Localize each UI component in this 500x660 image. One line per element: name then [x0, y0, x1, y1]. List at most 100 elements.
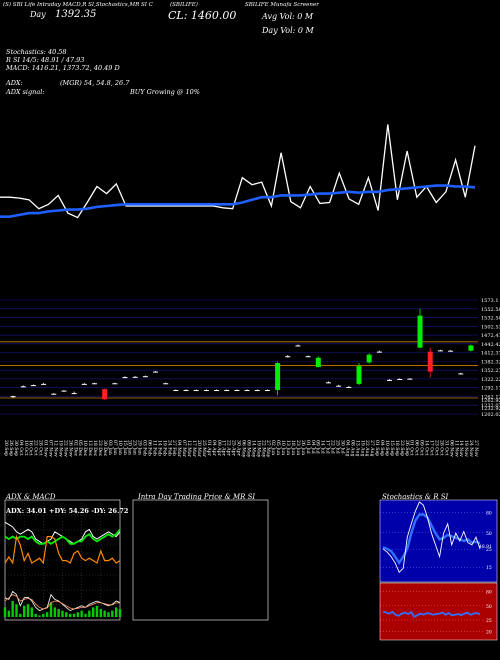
rsi-tick-label: 80 — [486, 510, 492, 516]
x-axis-date-label: 08 Aug — [349, 440, 355, 457]
overview-price-line — [0, 124, 476, 219]
x-axis-date-label: 22 Nov — [62, 440, 68, 457]
x-axis-date-label: 15 Jan — [122, 440, 128, 455]
candle-body — [173, 390, 179, 392]
x-axis-date-label: 14 May — [250, 440, 256, 458]
x-axis-date-label: 10 Oct — [23, 440, 29, 456]
rsi-line — [382, 513, 481, 565]
x-axis-date-label: 19 May — [255, 440, 261, 458]
rsi-tick-label: 50 — [486, 531, 492, 537]
candle-body — [407, 378, 413, 380]
adx-signal-value: BUY Growing @ 10% — [130, 88, 200, 96]
candle-body — [356, 366, 362, 384]
x-axis-date-label: 22 Aug — [364, 440, 370, 457]
x-axis-date-label: 26 Jun — [300, 440, 306, 455]
adx-label: ADX: — [6, 79, 23, 87]
rsi-last-label: 48.91 — [479, 544, 492, 550]
price-scale-label: 1532.58 — [481, 316, 500, 322]
candle-body — [366, 354, 372, 363]
intraday-frame — [132, 499, 269, 621]
x-axis-date-label: 13 Dec — [87, 440, 93, 457]
title-left: (S) SBI Life Intraday MACD,R SI,Stochast… — [3, 2, 153, 8]
x-axis-date-label: 24 Nov — [468, 440, 474, 457]
candle-body — [468, 345, 474, 351]
x-axis-date-label: 18 Sep — [394, 440, 400, 456]
candle-body — [315, 357, 321, 367]
macd-histogram-bar — [76, 612, 80, 617]
macd-histogram-bar — [42, 613, 45, 617]
candle-body — [102, 389, 108, 400]
candle-body — [10, 396, 16, 398]
x-axis-date-label: 22 Apr — [226, 440, 232, 457]
x-axis-date-label: 22 Jul — [330, 440, 336, 454]
macd-histogram-bar — [49, 602, 53, 617]
x-axis-date-label: 17 Mar — [191, 440, 197, 458]
macd-histogram-bar — [68, 613, 72, 617]
candle-body — [346, 386, 352, 388]
x-axis-date-label: 02 Dec — [72, 440, 78, 457]
candle-body — [153, 371, 159, 373]
stoch-info: Stochastics: 40.58 — [6, 48, 67, 56]
price-scale-label: 1552.58 — [481, 307, 500, 313]
x-axis-date-label: 01 Oct — [409, 440, 415, 456]
price-scale-label: 1202.02 — [481, 412, 500, 418]
macd-histogram-bar — [30, 607, 34, 617]
x-axis-date-label: 30 Jul — [340, 440, 346, 454]
candle-body — [203, 390, 209, 392]
x-axis-date-label: 30 Sep — [13, 440, 19, 456]
x-axis-date-label: 18 Dec — [92, 440, 98, 457]
title-right: SBILIFE Munafa Screener — [245, 2, 319, 8]
x-axis-date-label: 14 Feb — [156, 440, 162, 456]
x-axis-date-label: 10 Dec — [82, 440, 88, 457]
x-axis-date-label: 28 Oct — [38, 440, 44, 456]
x-axis-date-label: 09 May — [245, 440, 251, 458]
x-axis-date-label: 05 Dec — [77, 440, 83, 457]
x-axis-date-label: 03 Feb — [142, 440, 148, 456]
x-axis-date-label: 07 Nov — [48, 440, 54, 457]
candle-body — [305, 356, 311, 358]
macd-histogram-bar — [65, 612, 68, 617]
candle-body — [142, 376, 148, 378]
minus-di-line — [4, 534, 121, 565]
x-axis-date-label: 20 Jan — [127, 440, 133, 455]
macd-info: MACD: 1416.21, 1373.72, 40.49 D — [6, 64, 120, 72]
macd-histogram-bar — [114, 607, 118, 617]
stochastics-line — [382, 501, 481, 573]
macd-histogram-bar — [103, 610, 106, 617]
x-axis-date-label: 01 Nov — [43, 440, 49, 457]
x-axis-date-label: 06 Nov — [448, 440, 454, 457]
mrsi-tick-label: 25 — [486, 618, 492, 624]
x-axis-date-label: 06 Feb — [147, 440, 153, 456]
day-label: Day — [30, 10, 46, 19]
x-axis-date-label: 09 Jul — [315, 440, 321, 454]
macd-histogram-bar — [111, 610, 114, 617]
x-axis-date-label: 31 Oct — [443, 440, 449, 456]
ltp-value: CL: 1460.00 — [168, 9, 237, 22]
price-scale-label: 1472.47 — [481, 333, 500, 339]
macd-histogram-bar — [107, 612, 110, 617]
macd-histogram-bar — [91, 607, 95, 617]
candle-body — [51, 393, 57, 395]
x-axis-date-label: 25 Mar — [201, 440, 207, 458]
price-scale-label: 1322.22 — [481, 377, 500, 383]
price-scale-label: 1352.27 — [481, 368, 500, 374]
x-axis-date-label: 09 Apr — [216, 440, 222, 457]
candle-body — [397, 378, 403, 380]
adx-value: (MGR) 54, 54.8, 26.7 — [60, 79, 130, 87]
candle-body — [234, 390, 240, 392]
mrsi-tick-label: 50 — [486, 604, 492, 610]
price-scale-label: 1382.32 — [481, 359, 500, 365]
mrsi-frame — [379, 582, 498, 641]
candle-body — [41, 383, 47, 385]
mrsi-line — [382, 610, 481, 618]
candle-body — [224, 390, 230, 392]
x-axis-date-label: 12 Mar — [186, 440, 192, 458]
macd-line — [4, 590, 121, 612]
x-axis-date-label: 26 Sep — [8, 440, 14, 456]
x-axis-date-label: 13 Jun — [285, 440, 291, 455]
price-scale-label: 1232.07 — [481, 403, 500, 409]
candle-body — [61, 390, 67, 392]
x-axis-date-label: 27 Aug — [369, 440, 375, 457]
x-axis-date-label: 26 Sep — [404, 440, 410, 456]
